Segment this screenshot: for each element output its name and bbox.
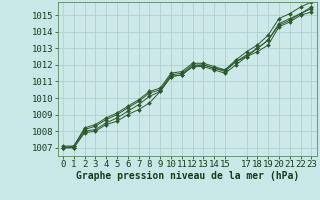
X-axis label: Graphe pression niveau de la mer (hPa): Graphe pression niveau de la mer (hPa)	[76, 171, 299, 181]
